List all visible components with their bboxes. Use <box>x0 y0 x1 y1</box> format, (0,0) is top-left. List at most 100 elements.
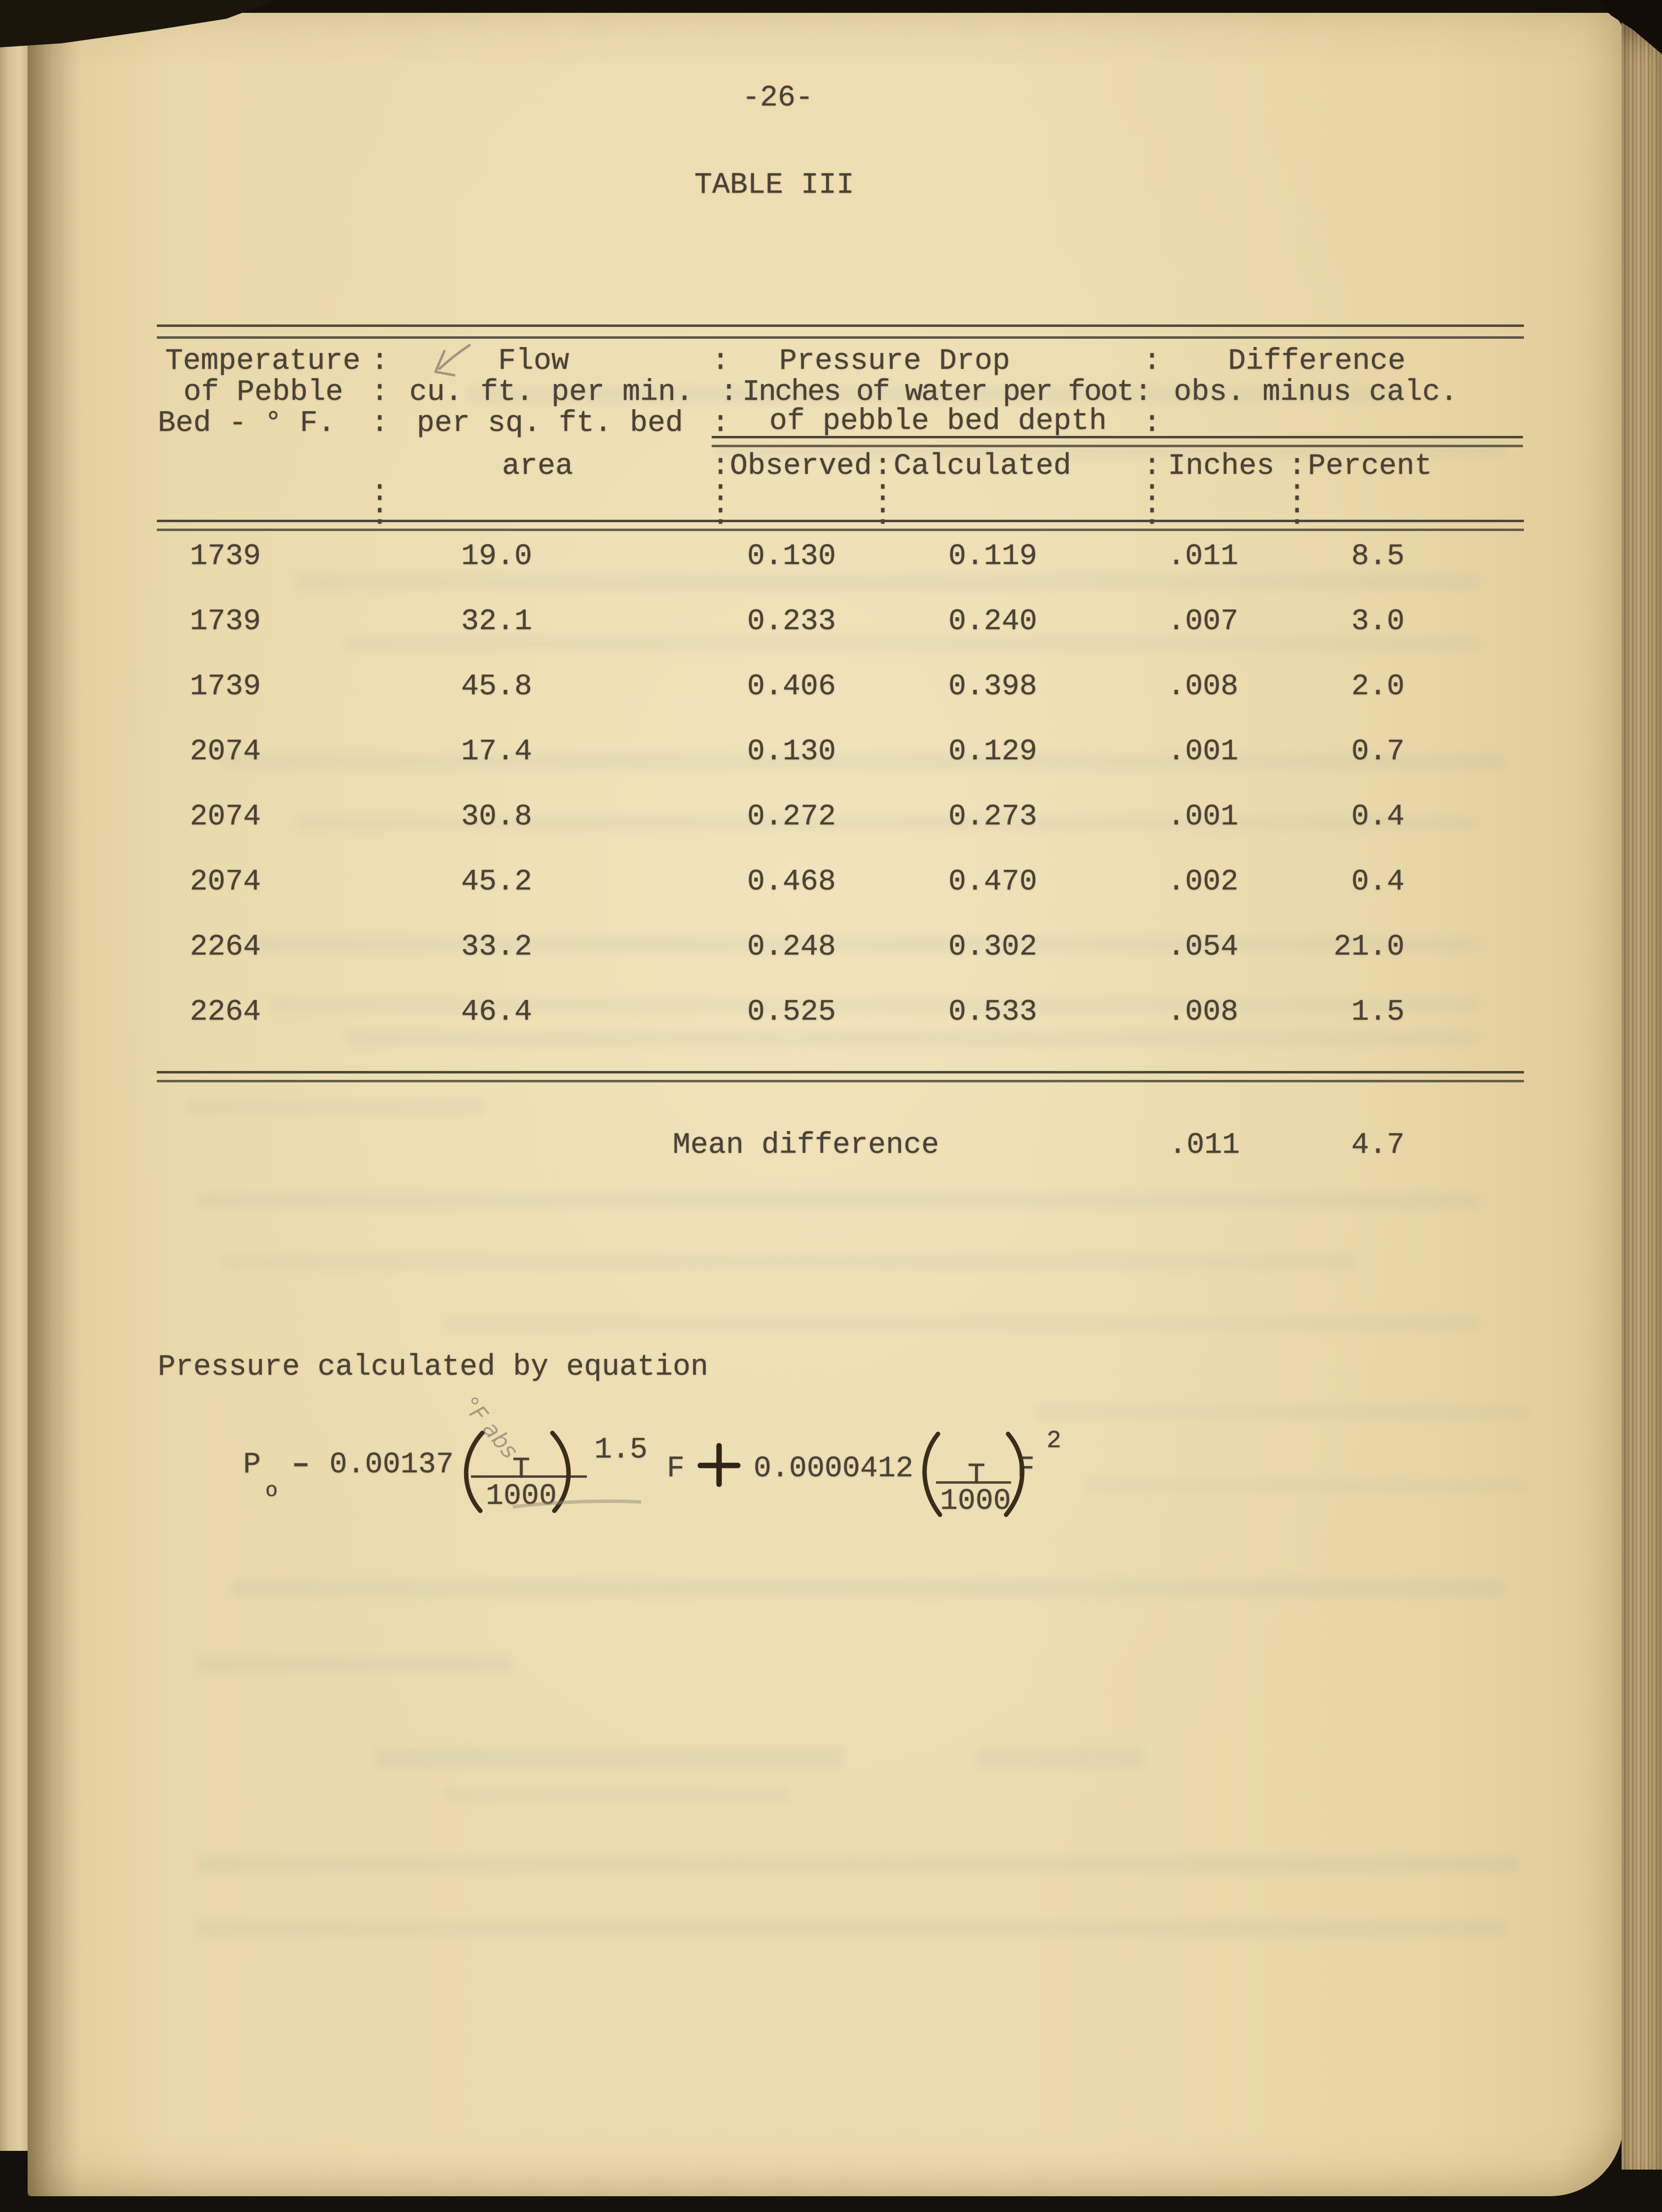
ghost-text-line <box>232 1580 1504 1596</box>
eq-frac2-denominator: 1000 <box>940 1485 1012 1518</box>
equation-intro: Pressure calculated by equation <box>158 1351 709 1384</box>
colon-separator: : <box>874 450 892 483</box>
cell-inches: .008 <box>1167 996 1239 1029</box>
summary-percent: 4.7 <box>1351 1129 1405 1162</box>
pencil-smudge <box>512 1499 642 1509</box>
eq-lhs-subscript: o <box>265 1479 278 1502</box>
cell-inches: .002 <box>1167 865 1239 899</box>
colon-separator: : <box>720 376 738 409</box>
colon-separator: : <box>371 376 389 409</box>
header-bottom-rule <box>157 520 1524 531</box>
ghost-text-line <box>444 1787 789 1802</box>
eq-coef1: 0.00137 <box>329 1448 454 1482</box>
header-per-sqft-bed: per sq. ft. bed <box>417 407 684 440</box>
summary-label: Mean difference <box>673 1129 939 1162</box>
header-inches: Inches <box>1168 450 1275 483</box>
header-inches-water: Inches of water per foot <box>742 376 1134 409</box>
cell-calculated: 0.470 <box>948 865 1038 899</box>
ghost-text-line <box>296 574 1480 589</box>
cell-flow: 45.2 <box>461 865 533 899</box>
ghost-text-line <box>345 636 1480 651</box>
cell-flow: 32.1 <box>461 605 533 639</box>
eq-frac1-numerator: T <box>512 1453 531 1487</box>
colon-separator: : <box>1143 499 1161 533</box>
eq-lhs: P <box>243 1448 261 1482</box>
cell-calculated: 0.119 <box>948 540 1038 573</box>
previous-page-edge <box>0 11 29 2151</box>
pencil-check-icon <box>434 344 471 377</box>
colon-separator: : <box>1288 476 1306 509</box>
ghost-text-line <box>444 1317 1480 1330</box>
cell-calculated: 0.240 <box>948 605 1038 639</box>
page-edge-stack <box>1622 15 1662 2170</box>
cell-percent: 0.4 <box>1351 800 1405 834</box>
cell-flow: 33.2 <box>461 930 533 964</box>
ghost-text-line <box>222 1255 1356 1269</box>
pressure-drop-subrule <box>712 436 1523 447</box>
ghost-text-line <box>197 1921 1504 1936</box>
colon-separator: : <box>874 476 892 509</box>
cell-percent: 3.0 <box>1351 605 1405 639</box>
cell-flow: 19.0 <box>461 540 533 573</box>
colon-separator: : <box>1288 499 1306 533</box>
ghost-text-line <box>296 816 1480 830</box>
header-pebble-bed-depth: of pebble bed depth <box>769 405 1107 438</box>
colon-separator: : <box>712 499 730 533</box>
header-temperature: Temperature <box>165 345 361 378</box>
colon-separator: : <box>371 476 389 509</box>
hand-plus-icon <box>697 1443 741 1487</box>
cell-temperature: 1739 <box>190 540 261 573</box>
table-bottom-rule <box>157 1071 1524 1082</box>
colon-separator: : <box>1143 345 1161 378</box>
cell-observed: 0.130 <box>747 735 836 769</box>
header-pressure-drop: Pressure Drop <box>779 345 1011 378</box>
header-obs-minus-calc: obs. minus calc. <box>1174 376 1458 409</box>
cell-temperature: 1739 <box>190 605 261 639</box>
header-area: area <box>502 450 574 483</box>
cell-inches: .054 <box>1167 930 1239 964</box>
hand-paren-2-right <box>1004 1431 1025 1517</box>
colon-separator: : <box>1288 450 1306 483</box>
ghost-text-line <box>345 1032 1480 1045</box>
cell-inches: .011 <box>1167 540 1239 573</box>
eq-equals: – <box>292 1448 310 1482</box>
ghost-text-line <box>375 1748 843 1769</box>
cell-calculated: 0.273 <box>948 800 1038 834</box>
colon-separator: : <box>712 407 730 440</box>
table-top-rule <box>157 324 1524 339</box>
eq-frac2-numerator: T <box>968 1459 986 1493</box>
cell-temperature: 2264 <box>190 996 261 1029</box>
header-percent: Percent <box>1308 450 1433 483</box>
colon-separator: : <box>712 476 730 509</box>
header-difference: Difference <box>1228 345 1406 378</box>
cell-observed: 0.272 <box>747 800 836 834</box>
eq-exponent2: 2 <box>1047 1427 1062 1455</box>
colon-separator: : <box>1143 476 1161 509</box>
header-of-pebble: of Pebble <box>183 376 344 409</box>
cell-percent: 1.5 <box>1351 996 1405 1029</box>
cell-observed: 0.525 <box>747 996 836 1029</box>
cell-temperature: 2074 <box>190 865 261 899</box>
cell-calculated: 0.129 <box>948 735 1038 769</box>
cell-inches: .001 <box>1167 800 1239 834</box>
ghost-text-line <box>222 754 1504 769</box>
cell-observed: 0.468 <box>747 865 836 899</box>
eq-exponent1: 1.5 <box>594 1433 648 1467</box>
cell-temperature: 2074 <box>190 735 261 769</box>
cell-inches: .007 <box>1167 605 1239 639</box>
colon-separator: : <box>874 499 892 533</box>
colon-separator: : <box>371 499 389 533</box>
colon-separator: : <box>712 345 730 378</box>
header-observed: Observed <box>730 450 872 483</box>
ghost-text-line <box>1085 1479 1529 1492</box>
cell-percent: 0.4 <box>1351 865 1405 899</box>
hand-paren-1-left <box>464 1430 485 1513</box>
ghost-text-line <box>187 1101 483 1113</box>
header-flow: Flow <box>498 345 570 378</box>
colon-separator: : <box>1134 376 1153 409</box>
colon-separator: : <box>371 407 389 440</box>
colon-separator: : <box>712 450 730 483</box>
cell-percent: 2.0 <box>1351 670 1405 704</box>
cell-flow: 17.4 <box>461 735 533 769</box>
